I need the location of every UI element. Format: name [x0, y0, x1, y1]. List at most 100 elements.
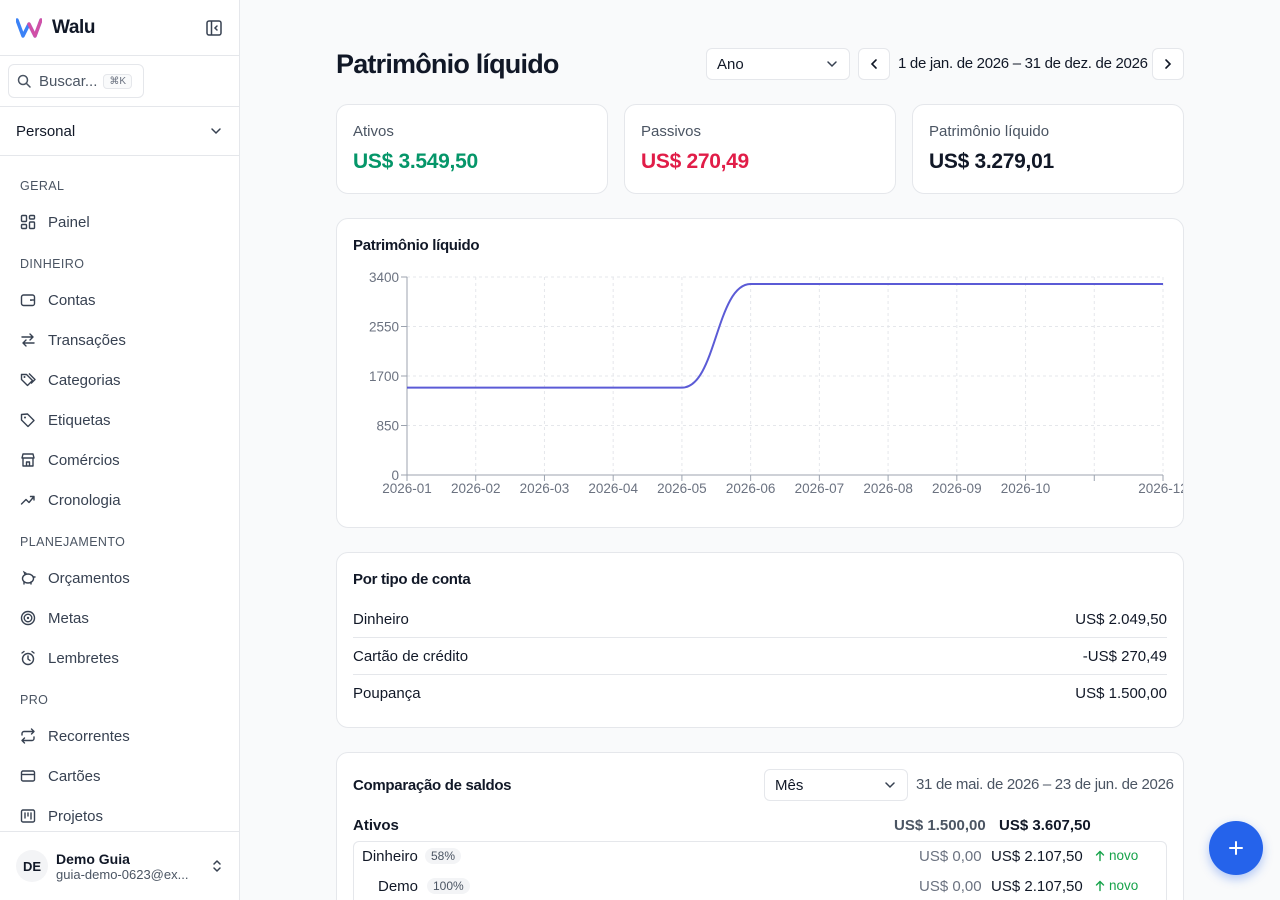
sidebar-item-categorias[interactable]: Categorias	[0, 360, 239, 400]
sidebar-item-lembretes[interactable]: Lembretes	[0, 638, 239, 678]
add-transaction-button[interactable]	[1209, 821, 1263, 875]
account-type-row: Cartão de crédito -US$ 270,49	[353, 638, 1167, 675]
search-container: Buscar... ⌘K	[0, 56, 239, 107]
net-worth-label: Patrimônio líquido	[929, 123, 1050, 140]
comparison-group-label: Ativos	[353, 817, 399, 834]
tags-icon	[20, 373, 36, 387]
previous-period-button[interactable]	[858, 48, 890, 80]
page-title: Patrimônio líquido	[336, 49, 559, 79]
account-type-row: Poupança US$ 1.500,00	[353, 675, 1167, 712]
dashboard-icon	[20, 214, 36, 230]
sidebar-item-label: Lembretes	[48, 649, 119, 667]
period-select-value: Ano	[717, 55, 744, 73]
sidebar-item-cronologia[interactable]: Cronologia	[0, 480, 239, 520]
sidebar-item-comercios[interactable]: Comércios	[0, 440, 239, 480]
date-range: 1 de jan. de 2026 – 31 de dez. de 2026	[898, 55, 1148, 72]
plus-icon	[1229, 841, 1243, 855]
sidebar-item-orcamentos[interactable]: Orçamentos	[0, 558, 239, 598]
net-worth-chart-card: Patrimônio líquido 0 850 1700 2550 3400 2026-…	[336, 218, 1184, 528]
sidebar-item-painel[interactable]: Painel	[0, 202, 239, 242]
x-tick-label: 2026-10	[1001, 481, 1051, 496]
search-icon	[17, 74, 31, 88]
sidebar-item-projetos[interactable]: Projetos	[0, 796, 239, 836]
comparison-group-after: US$ 3.607,50	[999, 817, 1091, 834]
target-icon	[20, 610, 36, 626]
sidebar-item-contas[interactable]: Contas	[0, 280, 239, 320]
liabilities-value: US$ 270,49	[641, 150, 749, 173]
sidebar-item-label: Painel	[48, 213, 90, 231]
comparison-row: Demo 100% US$ 0,00 US$ 2.107,50 novo	[354, 872, 1166, 900]
chevron-down-icon	[827, 61, 837, 68]
transfer-icon	[21, 333, 35, 347]
net-worth-chart: 0 850 1700 2550 3400 2026-01 2026-02 2026-03 202…	[369, 270, 1183, 496]
sidebar-item-label: Contas	[48, 291, 96, 309]
x-tick-label: 2026-07	[795, 481, 845, 496]
sidebar-collapse-icon[interactable]	[205, 19, 223, 37]
percent-badge: 100%	[427, 878, 470, 894]
sidebar-item-cartoes[interactable]: Cartões	[0, 756, 239, 796]
sidebar-item-label: Transações	[48, 331, 126, 349]
comparison-group-before: US$ 1.500,00	[894, 817, 986, 834]
y-tick-label: 2550	[369, 320, 399, 335]
workspace-selector[interactable]: Personal	[0, 107, 239, 156]
change-label: novo	[1109, 878, 1139, 893]
account-type-amount: -US$ 270,49	[1082, 647, 1167, 665]
sidebar-item-label: Projetos	[48, 807, 104, 825]
user-info: Demo Guia guia-demo-0623@ex...	[56, 851, 200, 882]
account-type-label: Cartão de crédito	[353, 647, 469, 665]
sidebar: Walu Buscar... ⌘K Personal GERAL Painel …	[0, 0, 240, 900]
sidebar-item-recorrentes[interactable]: Recorrentes	[0, 716, 239, 756]
chevron-left-icon	[870, 59, 877, 69]
avatar: DE	[16, 850, 48, 882]
assets-value: US$ 3.549,50	[353, 150, 478, 173]
y-tick-label: 3400	[369, 270, 399, 285]
piggy-bank-icon	[21, 570, 36, 585]
change-indicator: novo	[1094, 848, 1138, 863]
account-types-title: Por tipo de conta	[353, 571, 471, 588]
comparison-row-after: US$ 2.107,50	[991, 848, 1083, 865]
x-tick-label: 2026-03	[520, 481, 570, 496]
store-icon	[21, 453, 35, 467]
comparison-period-select[interactable]: Mês	[764, 769, 908, 801]
sidebar-item-label: Cartões	[48, 767, 101, 785]
comparison-row-before: US$ 0,00	[919, 878, 982, 895]
liabilities-card: Passivos US$ 270,49	[624, 104, 896, 194]
assets-label: Ativos	[353, 123, 394, 140]
next-period-button[interactable]	[1152, 48, 1184, 80]
sidebar-item-metas[interactable]: Metas	[0, 598, 239, 638]
x-tick-label: 2026-08	[863, 481, 913, 496]
x-tick-label: 2026-02	[451, 481, 501, 496]
change-indicator: novo	[1094, 878, 1138, 893]
sidebar-item-label: Cronologia	[48, 491, 121, 509]
wallet-icon	[20, 294, 36, 307]
arrow-up-icon	[1095, 850, 1105, 861]
comparison-range: 31 de mai. de 2026 – 23 de jun. de 2026	[916, 776, 1174, 793]
net-worth-card: Patrimônio líquido US$ 3.279,01	[912, 104, 1184, 194]
period-select[interactable]: Ano	[706, 48, 850, 80]
comparison-row: Dinheiro 58% US$ 0,00 US$ 2.107,50 novo	[354, 842, 1166, 872]
comparison-row-after: US$ 2.107,50	[991, 878, 1083, 895]
card-icon	[20, 770, 36, 782]
x-tick-label: 2026-09	[932, 481, 982, 496]
tag-icon	[20, 413, 35, 428]
chevron-down-icon	[885, 782, 895, 789]
sidebar-header: Walu	[0, 0, 239, 56]
percent-badge: 58%	[425, 848, 462, 864]
comparison-row-label: Dinheiro	[362, 848, 418, 865]
search-input[interactable]: Buscar... ⌘K	[8, 64, 144, 98]
main-content: Patrimônio líquido Ano 1 de jan. de 2026…	[240, 0, 1280, 900]
account-types-card: Por tipo de conta Dinheiro US$ 2.049,50 …	[336, 552, 1184, 728]
user-name: Demo Guia	[56, 850, 130, 867]
search-placeholder: Buscar...	[39, 72, 98, 90]
comparison-row-label: Demo	[378, 878, 419, 895]
x-tick-label: 2026-04	[588, 481, 638, 496]
user-menu[interactable]: DE Demo Guia guia-demo-0623@ex...	[0, 831, 240, 900]
sidebar-item-etiquetas[interactable]: Etiquetas	[0, 400, 239, 440]
y-tick-label: 1700	[369, 369, 399, 384]
repeat-icon	[21, 728, 35, 744]
net-worth-series-line	[406, 283, 1163, 389]
sidebar-item-transacoes[interactable]: Transações	[0, 320, 239, 360]
comparison-row-before: US$ 0,00	[919, 848, 982, 865]
nav-section-pro: PRO	[20, 693, 49, 707]
app-name: Walu	[52, 16, 96, 38]
